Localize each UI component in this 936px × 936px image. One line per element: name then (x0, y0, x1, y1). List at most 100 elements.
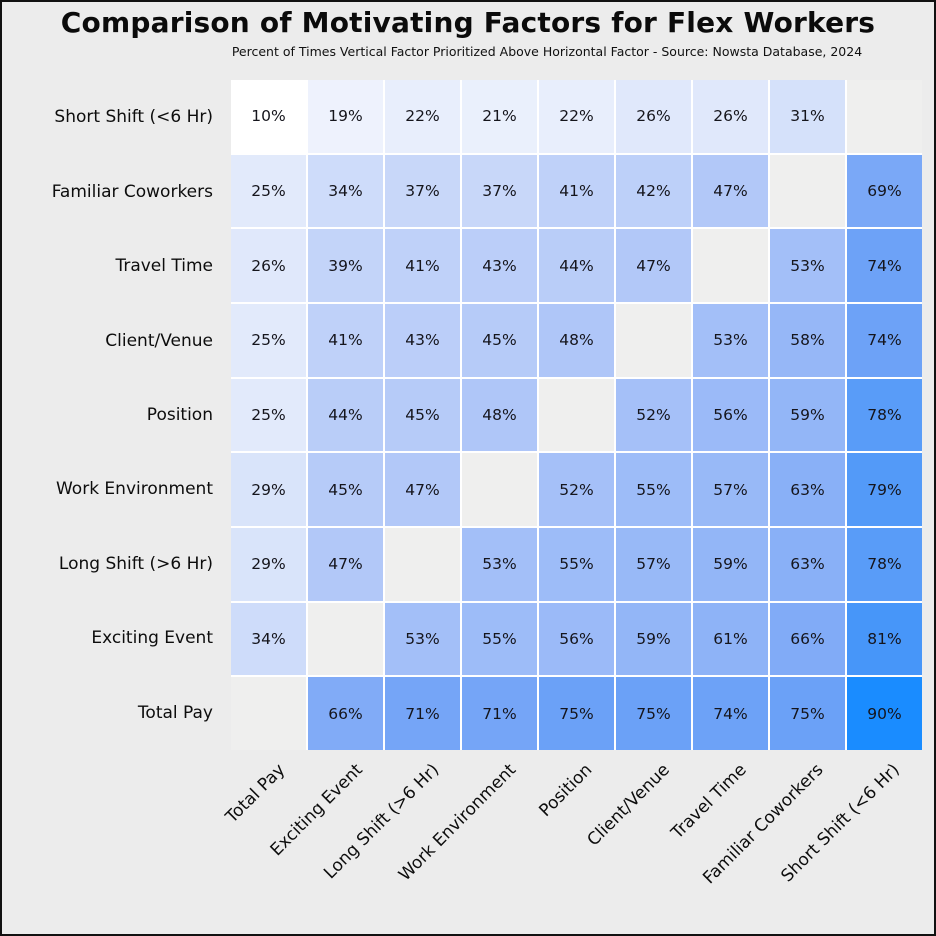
heatmap-cell: 34% (308, 154, 383, 228)
heatmap-cell: 59% (770, 378, 845, 452)
heatmap-cell: 63% (770, 527, 845, 601)
heatmap-cell: 75% (616, 677, 691, 750)
y-axis-labels: Short Shift (<6 Hr) Familiar Coworkers Tra… (2, 80, 223, 750)
heatmap-cell: 52% (539, 453, 614, 526)
heatmap-cell: 78% (847, 378, 922, 452)
x-axis-labels: Total Pay Exciting Event Long Shift (>6 Hr… (222, 754, 922, 934)
heatmap-cell (847, 80, 922, 153)
heatmap-cell: 78% (847, 527, 922, 601)
chart-title: Comparison of Motivating Factors for Fle… (60, 6, 876, 39)
heatmap-area: 10% 19% 22% 21% 22% 26% 26% 31% 25% 34% 37% 37% 41% 4… (231, 80, 922, 750)
heatmap-cell: 48% (462, 378, 537, 452)
heatmap-cell (385, 527, 460, 601)
heatmap-cell: 53% (693, 303, 768, 377)
heatmap-cell: 71% (385, 677, 460, 750)
heatmap-cell: 34% (231, 602, 306, 676)
heatmap-cell (462, 453, 537, 526)
heatmap-cell: 53% (462, 527, 537, 601)
heatmap-cell: 41% (308, 303, 383, 377)
row-label: Total Pay (137, 702, 213, 723)
row-label: Work Environment (55, 479, 213, 500)
heatmap-cell: 25% (231, 378, 306, 452)
heatmap-cell: 45% (308, 453, 383, 526)
row-label: Exciting Event (91, 628, 213, 649)
heatmap-cell: 53% (770, 229, 845, 302)
heatmap-cell: 90% (847, 677, 922, 750)
heatmap-cell: 10% (231, 80, 306, 153)
heatmap-cell: 47% (616, 229, 691, 302)
heatmap-cell: 59% (693, 527, 768, 601)
heatmap-cell: 74% (847, 229, 922, 302)
heatmap-cell: 29% (231, 453, 306, 526)
heatmap-cell: 66% (770, 602, 845, 676)
heatmap-cell: 25% (231, 154, 306, 228)
heatmap-cell: 79% (847, 453, 922, 526)
heatmap-cell: 44% (539, 229, 614, 302)
heatmap-cell: 19% (308, 80, 383, 153)
heatmap-cell: 74% (693, 677, 768, 750)
heatmap-cell: 59% (616, 602, 691, 676)
heatmap-cell (308, 602, 383, 676)
heatmap-cell: 71% (462, 677, 537, 750)
heatmap-cell: 26% (231, 229, 306, 302)
heatmap-cell: 37% (385, 154, 460, 228)
heatmap-cell (693, 229, 768, 302)
heatmap-cell: 22% (539, 80, 614, 153)
heatmap-cell: 41% (385, 229, 460, 302)
heatmap-cell: 26% (616, 80, 691, 153)
heatmap-cell: 45% (462, 303, 537, 377)
heatmap-cell: 75% (539, 677, 614, 750)
heatmap-cell: 43% (385, 303, 460, 377)
heatmap-cell: 44% (308, 378, 383, 452)
heatmap-cell: 47% (693, 154, 768, 228)
heatmap-cell: 74% (847, 303, 922, 377)
heatmap-cell: 31% (770, 80, 845, 153)
heatmap-cell: 56% (539, 602, 614, 676)
column-label: Position (535, 760, 597, 821)
heatmap-cell: 43% (462, 229, 537, 302)
heatmap-cell: 61% (693, 602, 768, 676)
heatmap-cell: 55% (539, 527, 614, 601)
column-label: Total Pay (222, 760, 290, 828)
chart-subtitle: Percent of Times Vertical Factor Priorit… (231, 44, 863, 59)
row-label: Travel Time (115, 256, 213, 277)
heatmap-cell: 42% (616, 154, 691, 228)
heatmap-cell: 47% (385, 453, 460, 526)
heatmap-cell (231, 677, 306, 750)
heatmap-cell: 57% (616, 527, 691, 601)
row-label: Familiar Coworkers (51, 181, 213, 202)
column-label: Travel Time (667, 760, 751, 844)
heatmap-cell: 48% (539, 303, 614, 377)
heatmap-cell: 29% (231, 527, 306, 601)
heatmap-cell: 75% (770, 677, 845, 750)
heatmap-cell: 53% (385, 602, 460, 676)
heatmap-cell: 37% (462, 154, 537, 228)
heatmap-cell: 56% (693, 378, 768, 452)
heatmap-cell: 55% (616, 453, 691, 526)
heatmap-cell: 21% (462, 80, 537, 153)
heatmap-cell: 81% (847, 602, 922, 676)
heatmap-cell: 22% (385, 80, 460, 153)
heatmap-cell: 69% (847, 154, 922, 228)
heatmap-cell: 52% (616, 378, 691, 452)
heatmap: 10% 19% 22% 21% 22% 26% 26% 31% 25% 34% 37% 37% 41% 4… (231, 80, 922, 750)
heatmap-cell: 58% (770, 303, 845, 377)
heatmap-cell: 41% (539, 154, 614, 228)
heatmap-cell: 57% (693, 453, 768, 526)
heatmap-cell: 45% (385, 378, 460, 452)
heatmap-cell (539, 378, 614, 452)
heatmap-cell: 47% (308, 527, 383, 601)
row-label: Client/Venue (105, 330, 213, 351)
heatmap-cell: 39% (308, 229, 383, 302)
heatmap-cell: 25% (231, 303, 306, 377)
heatmap-cell (770, 154, 845, 228)
row-label: Long Shift (>6 Hr) (58, 553, 213, 574)
heatmap-cell: 66% (308, 677, 383, 750)
row-label: Short Shift (<6 Hr) (54, 107, 213, 128)
heatmap-cell (616, 303, 691, 377)
heatmap-cell: 63% (770, 453, 845, 526)
heatmap-cell: 55% (462, 602, 537, 676)
heatmap-cell: 26% (693, 80, 768, 153)
row-label: Position (146, 404, 213, 425)
